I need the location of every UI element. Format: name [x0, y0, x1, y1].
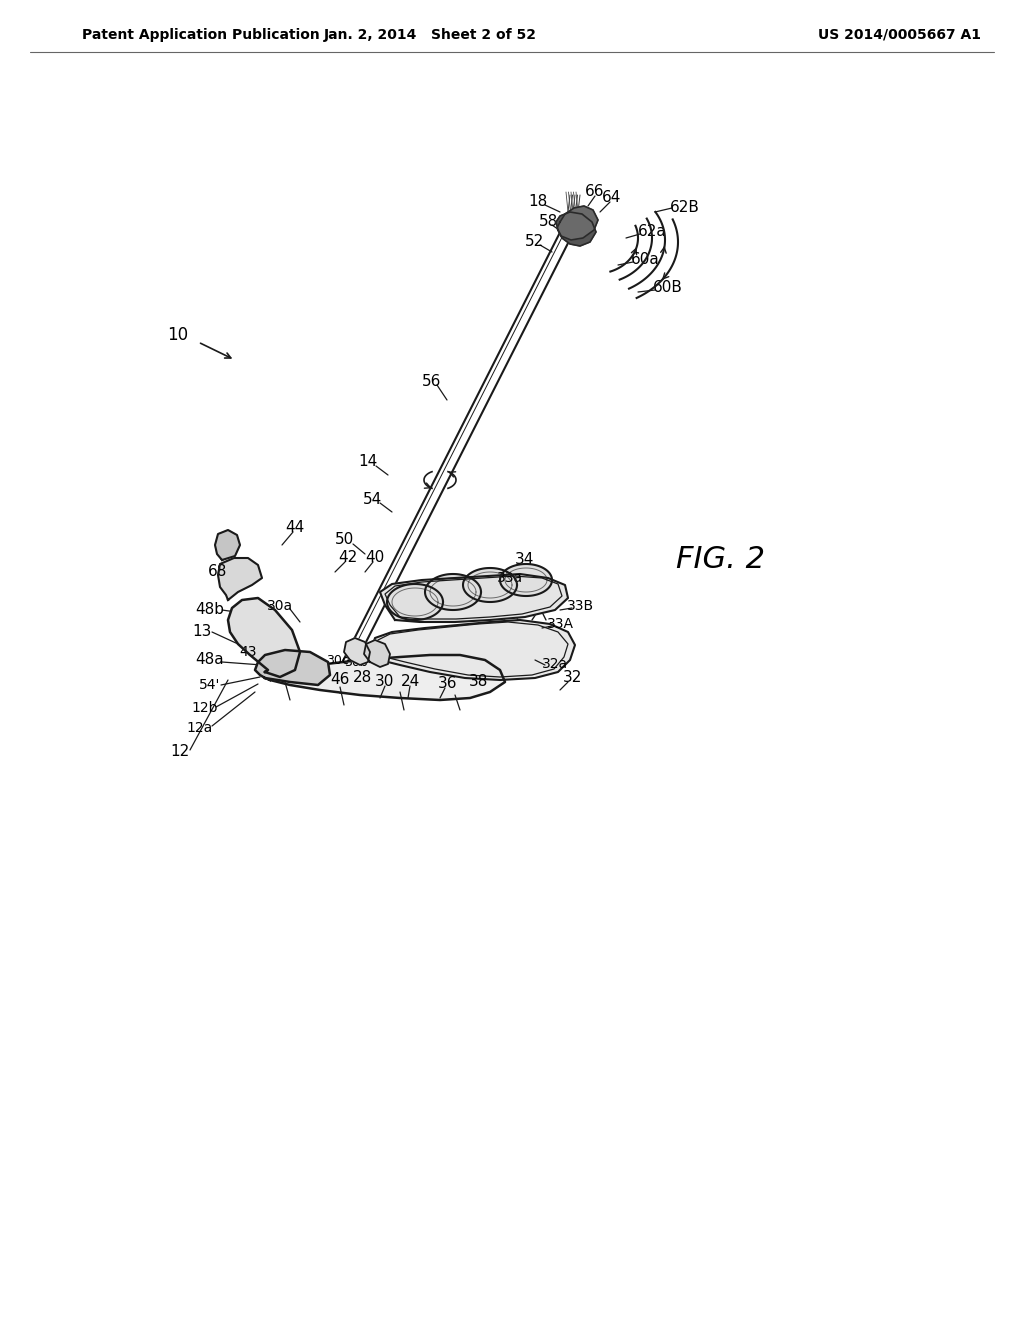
Text: 33A: 33A	[547, 616, 573, 631]
Text: Patent Application Publication: Patent Application Publication	[82, 28, 319, 42]
Text: 60B: 60B	[653, 281, 683, 296]
Text: US 2014/0005667 A1: US 2014/0005667 A1	[818, 28, 981, 42]
Text: 12a: 12a	[186, 721, 213, 735]
Polygon shape	[255, 649, 330, 685]
Text: Jan. 2, 2014   Sheet 2 of 52: Jan. 2, 2014 Sheet 2 of 52	[324, 28, 537, 42]
Polygon shape	[425, 574, 481, 610]
Text: 66: 66	[586, 185, 605, 199]
Text: 33a: 33a	[497, 572, 523, 585]
Polygon shape	[228, 598, 300, 677]
Text: 54': 54'	[200, 678, 221, 692]
Text: 32a: 32a	[542, 657, 568, 671]
Text: 46: 46	[331, 672, 349, 688]
Text: 60a: 60a	[631, 252, 659, 268]
Text: 30b: 30b	[344, 656, 368, 668]
Text: 54: 54	[362, 492, 382, 507]
Text: 58: 58	[539, 214, 558, 230]
Text: 24: 24	[400, 675, 420, 689]
Polygon shape	[380, 574, 568, 622]
Text: 30c: 30c	[327, 653, 349, 667]
Text: 14: 14	[358, 454, 378, 470]
Text: 12: 12	[170, 744, 189, 759]
Text: 68: 68	[208, 565, 227, 579]
Text: 18: 18	[528, 194, 548, 210]
Text: 48a: 48a	[196, 652, 224, 668]
Text: 40: 40	[366, 550, 385, 565]
Text: 43: 43	[240, 645, 257, 659]
Text: 33B: 33B	[566, 599, 594, 612]
Text: 30: 30	[376, 675, 394, 689]
Text: 62B: 62B	[670, 201, 700, 215]
Text: 44: 44	[286, 520, 304, 536]
Text: 50: 50	[336, 532, 354, 548]
Polygon shape	[387, 583, 443, 620]
Polygon shape	[500, 564, 552, 597]
Text: 38: 38	[468, 675, 487, 689]
Text: 32: 32	[562, 671, 582, 685]
Polygon shape	[556, 213, 596, 246]
Text: 42: 42	[338, 550, 357, 565]
Text: 48b: 48b	[196, 602, 224, 618]
Text: 52: 52	[525, 235, 545, 249]
Polygon shape	[218, 558, 262, 601]
Text: 34: 34	[515, 553, 535, 568]
Text: 30a: 30a	[267, 599, 293, 612]
Text: 62a: 62a	[638, 224, 667, 239]
Text: 36: 36	[438, 676, 458, 692]
Text: 12b: 12b	[191, 701, 218, 715]
Polygon shape	[463, 568, 517, 602]
Polygon shape	[364, 640, 390, 667]
Polygon shape	[344, 638, 370, 665]
Text: FIG. 2: FIG. 2	[676, 545, 765, 574]
Polygon shape	[372, 620, 575, 680]
Text: 13: 13	[193, 624, 212, 639]
Text: 28: 28	[352, 671, 372, 685]
Text: 10: 10	[168, 326, 188, 345]
Text: 64: 64	[602, 190, 622, 206]
Polygon shape	[215, 531, 240, 560]
Text: 56: 56	[422, 375, 441, 389]
Polygon shape	[265, 655, 505, 700]
Polygon shape	[557, 206, 598, 240]
